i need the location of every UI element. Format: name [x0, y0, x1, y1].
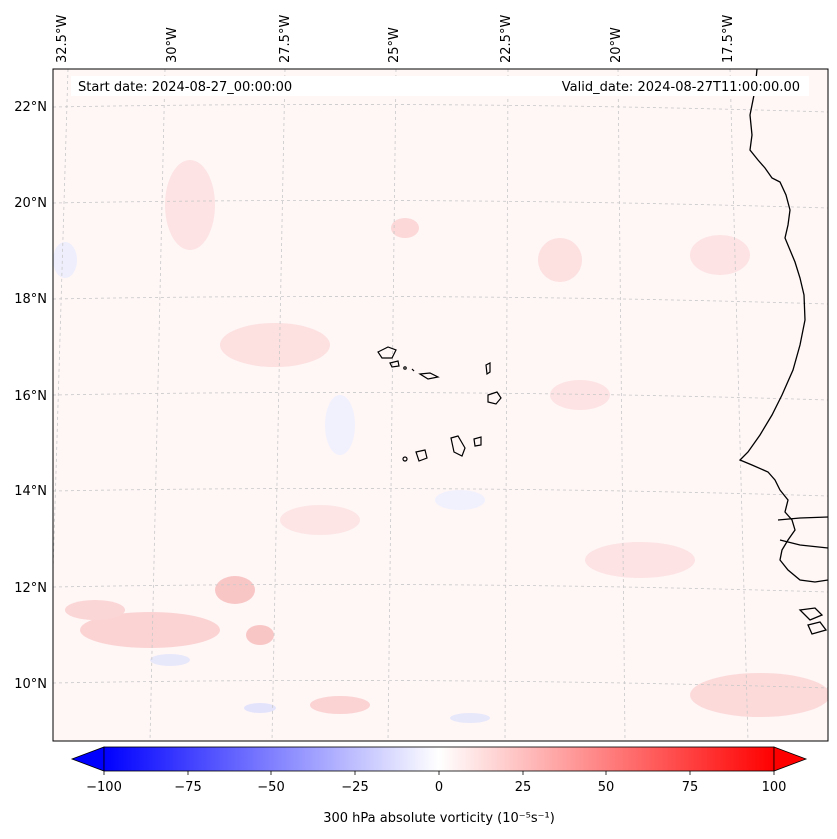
colorbar-tick-label: 50 — [598, 780, 615, 795]
lat-label: 18°N — [14, 292, 47, 307]
colorbar-tick-label: −25 — [341, 780, 368, 795]
vorticity-blob — [150, 654, 190, 666]
vorticity-blob — [391, 218, 419, 238]
latitude-labels: 22°N 20°N 18°N 16°N 14°N 12°N 10°N — [14, 100, 47, 692]
colorbar: −100 −75 −50 −25 0 25 50 75 100 300 hPa … — [70, 746, 808, 826]
vorticity-blob — [325, 395, 355, 455]
map-panel: Start date: 2024-08-27_00:00:00 Valid_da… — [52, 68, 829, 742]
valid-date-label: Valid_date: 2024-08-27T11:00:00.00 — [562, 80, 800, 95]
lat-label: 10°N — [14, 677, 47, 692]
lon-label: 17.5°W — [721, 15, 736, 63]
vorticity-blob — [435, 490, 485, 510]
vorticity-blob — [80, 612, 220, 648]
colorbar-tick-label: −50 — [257, 780, 284, 795]
vorticity-blob — [53, 242, 77, 278]
vorticity-blob — [538, 238, 582, 282]
colorbar-ticks — [103, 771, 775, 775]
colorbar-left-extend — [70, 746, 105, 772]
lon-label: 30°W — [165, 27, 180, 63]
vorticity-blob — [244, 703, 276, 713]
lat-label: 20°N — [14, 196, 47, 211]
vorticity-blob — [450, 713, 490, 723]
lon-label: 22.5°W — [499, 15, 514, 63]
longitude-labels: 32.5°W 30°W 27.5°W 25°W 22.5°W 20°W 17.5… — [55, 15, 736, 63]
lon-label: 27.5°W — [278, 15, 293, 63]
vorticity-blob — [220, 323, 330, 367]
gridlines — [53, 69, 828, 741]
colorbar-tick-label: −75 — [174, 780, 201, 795]
lat-label: 22°N — [14, 100, 47, 115]
colorbar-tick-label: −100 — [86, 780, 122, 795]
lat-label: 12°N — [14, 581, 47, 596]
lat-label: 14°N — [14, 484, 47, 499]
colorbar-tick-label: 75 — [682, 780, 699, 795]
vorticity-blob — [65, 600, 125, 620]
lon-label: 25°W — [387, 27, 402, 63]
date-info-box — [71, 76, 809, 96]
cape-verde-islands — [377, 346, 502, 462]
vorticity-blob — [310, 696, 370, 714]
vorticity-blob — [550, 380, 610, 410]
coastline — [738, 69, 828, 635]
colorbar-label: 300 hPa absolute vorticity (10⁻⁵s⁻¹) — [323, 811, 555, 826]
vorticity-blob — [246, 625, 274, 645]
vorticity-blob — [280, 505, 360, 535]
map-frame — [52, 68, 829, 742]
start-date-label: Start date: 2024-08-27_00:00:00 — [78, 80, 292, 95]
vorticity-blob — [215, 576, 255, 604]
colorbar-right-extend — [773, 746, 808, 772]
colorbar-tick-label: 25 — [515, 780, 532, 795]
colorbar-tick-label: 100 — [762, 780, 787, 795]
lon-label: 32.5°W — [55, 15, 70, 63]
vorticity-field — [53, 160, 828, 723]
vorticity-blob — [165, 160, 215, 250]
vorticity-blob — [585, 542, 695, 578]
colorbar-gradient — [103, 746, 775, 772]
vorticity-blob — [690, 673, 828, 717]
lon-label: 20°W — [609, 27, 624, 63]
colorbar-tick-label: 0 — [435, 780, 443, 795]
lat-label: 16°N — [14, 389, 47, 404]
vorticity-blob — [690, 235, 750, 275]
